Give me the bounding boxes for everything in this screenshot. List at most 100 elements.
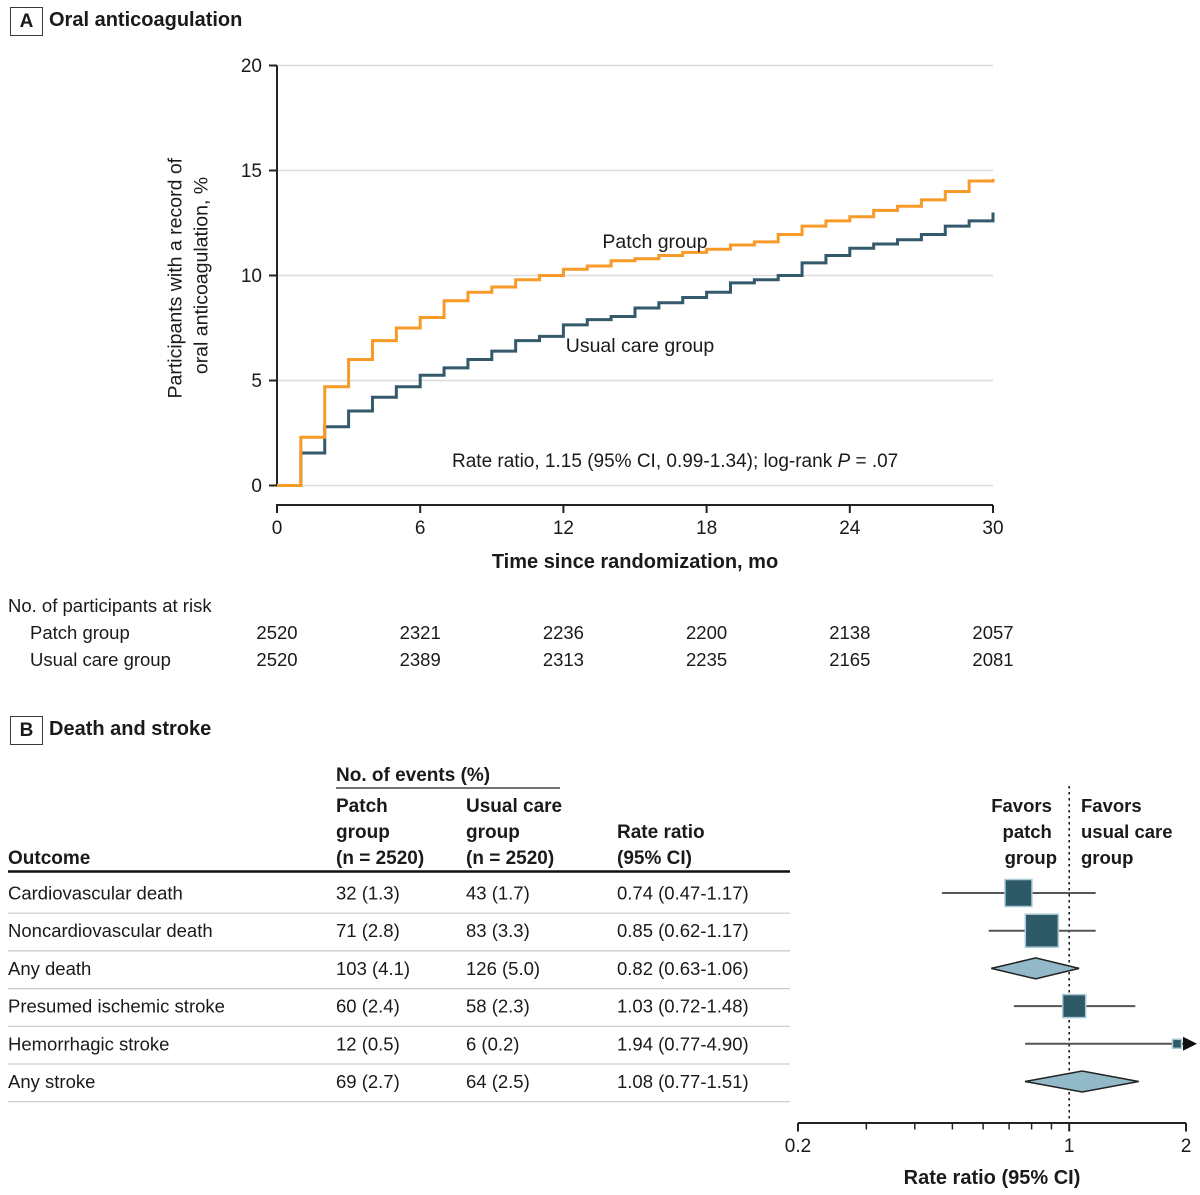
- risk-row-label-usual: Usual care group: [30, 649, 171, 670]
- risk-value: 2165: [829, 649, 870, 670]
- curve-label-usual: Usual care group: [566, 335, 715, 357]
- tableb-cell-ratio: 0.74 (0.47-1.17): [617, 883, 749, 904]
- y-tick-label: 10: [241, 266, 262, 287]
- tableb-cell-patch: 60 (2.4): [336, 996, 400, 1017]
- forest-point-square: [1024, 913, 1060, 948]
- panel-b-label-box: B: [10, 716, 43, 745]
- risk-value: 2321: [400, 622, 441, 643]
- risk-row-label-patch: Patch group: [30, 622, 130, 643]
- risk-value: 2520: [256, 649, 297, 670]
- tableb-cell-usual: 64 (2.5): [466, 1071, 530, 1092]
- tableb-cell-ratio: 0.82 (0.63-1.06): [617, 958, 749, 979]
- tableb-cell-outcome: Noncardiovascular death: [8, 920, 213, 941]
- x-tick-label: 0: [272, 518, 283, 539]
- risk-value: 2520: [256, 622, 297, 643]
- usual-col-line3: (n = 2520): [466, 848, 554, 869]
- forest-plot: 0.2 1 2: [785, 786, 1197, 1157]
- patch-col-line2: group: [336, 822, 390, 843]
- risk-value: 2138: [829, 622, 870, 643]
- favors-usual-line2: usual care: [1081, 821, 1173, 842]
- forest-axis-title: Rate ratio (95% CI): [904, 1167, 1081, 1189]
- forest-tick-label: 0.2: [785, 1136, 811, 1157]
- km-plot: 0 5 10 15 20 0 6 12 18 24 30 2520 2321 2236 2200 2138 20…: [241, 56, 1014, 670]
- tableb-cell-patch: 32 (1.3): [336, 883, 400, 904]
- risk-value: 2236: [543, 622, 584, 643]
- km-curve-usual: [277, 212, 995, 487]
- x-tick-label: 12: [553, 518, 574, 539]
- tableb-cell-ratio: 0.85 (0.62-1.17): [617, 920, 749, 941]
- tableb-cell-outcome: Hemorrhagic stroke: [8, 1033, 169, 1054]
- ratio-col-line2: (95% CI): [617, 848, 692, 869]
- tableb-cell-outcome: Presumed ischemic stroke: [8, 996, 225, 1017]
- forest-summary-diamond: [1025, 1070, 1139, 1093]
- km-annotation: Rate ratio, 1.15 (95% CI, 0.99-1.34); lo…: [452, 451, 898, 472]
- panel-a-title: Oral anticoagulation: [49, 9, 243, 31]
- forest-summary-diamond: [991, 957, 1080, 980]
- tableb-cell-usual: 83 (3.3): [466, 920, 530, 941]
- usual-col-line1: Usual care: [466, 796, 562, 817]
- tableb-cell-outcome: Any stroke: [8, 1071, 95, 1092]
- panel-b-title: Death and stroke: [49, 718, 212, 740]
- favors-patch-line3: group: [1005, 847, 1057, 868]
- usual-col-header: Usual care group (n = 2520): [466, 796, 567, 869]
- risk-value: 2389: [400, 649, 441, 670]
- risk-value: 2200: [686, 622, 727, 643]
- y-axis-title-line2: oral anticoagulation, %: [191, 177, 213, 374]
- patch-col-header: Patch group (n = 2520): [336, 796, 424, 869]
- y-axis-title: Participants with a record of oral antic…: [165, 152, 213, 398]
- tableb-cell-ratio: 1.94 (0.77-4.90): [617, 1033, 749, 1054]
- curve-label-patch: Patch group: [602, 231, 707, 253]
- x-tick-label: 18: [696, 518, 717, 539]
- tableb-cell-patch: 12 (0.5): [336, 1033, 400, 1054]
- tableb-cell-ratio: 1.03 (0.72-1.48): [617, 996, 749, 1017]
- risk-value: 2313: [543, 649, 584, 670]
- patch-col-line1: Patch: [336, 796, 388, 817]
- patch-col-line3: (n = 2520): [336, 848, 424, 869]
- y-tick-label: 5: [251, 371, 262, 392]
- km-annotation-post: = .07: [850, 451, 898, 472]
- x-tick-label: 6: [415, 518, 426, 539]
- favors-patch-label: Favors patch group: [991, 795, 1057, 868]
- favors-patch-line2: patch: [1003, 821, 1052, 842]
- ratio-col-header: Rate ratio (95% CI): [617, 822, 710, 869]
- outcome-header: Outcome: [8, 848, 90, 869]
- tableb-cell-ratio: 1.08 (0.77-1.51): [617, 1071, 749, 1092]
- tableb-cell-outcome: Any death: [8, 958, 91, 979]
- panel-a-label-box: A: [10, 7, 43, 36]
- outcomes-table-body: Cardiovascular death 32 (1.3) 43 (1.7) 0.74…: [8, 883, 790, 1103]
- risk-table-title: No. of participants at risk: [8, 595, 212, 616]
- forest-tick-label: 1: [1064, 1136, 1075, 1157]
- risk-value: 2235: [686, 649, 727, 670]
- favors-patch-line1: Favors: [991, 795, 1052, 816]
- forest-point-square: [1004, 878, 1033, 908]
- y-tick-label: 15: [241, 161, 262, 182]
- km-annotation-p: P: [837, 451, 850, 472]
- panel-b-label: B: [19, 719, 34, 741]
- tableb-cell-outcome: Cardiovascular death: [8, 883, 183, 904]
- tableb-cell-patch: 103 (4.1): [336, 958, 410, 979]
- forest-tick-label: 2: [1181, 1136, 1192, 1157]
- risk-value: 2081: [972, 649, 1013, 670]
- x-axis-title: Time since randomization, mo: [492, 551, 778, 573]
- favors-usual-label: Favors usual care group: [1081, 795, 1178, 868]
- y-tick-label: 0: [251, 476, 262, 497]
- risk-value: 2057: [972, 622, 1013, 643]
- tableb-cell-patch: 71 (2.8): [336, 920, 400, 941]
- events-header: No. of events (%): [336, 765, 490, 786]
- y-tick-label: 20: [241, 56, 262, 77]
- forest-arrow-right: [1183, 1036, 1197, 1051]
- ratio-col-line1: Rate ratio: [617, 822, 705, 843]
- x-tick-label: 24: [839, 518, 861, 539]
- forest-point-square: [1061, 993, 1087, 1019]
- y-axis-title-line1: Participants with a record of: [165, 157, 187, 398]
- favors-usual-line3: group: [1081, 847, 1133, 868]
- tableb-cell-patch: 69 (2.7): [336, 1071, 400, 1092]
- x-tick-label: 30: [982, 518, 1003, 539]
- tableb-cell-usual: 43 (1.7): [466, 883, 530, 904]
- tableb-cell-usual: 126 (5.0): [466, 958, 540, 979]
- panel-a-label: A: [19, 10, 34, 32]
- tableb-cell-usual: 6 (0.2): [466, 1033, 519, 1054]
- tableb-cell-usual: 58 (2.3): [466, 996, 530, 1017]
- favors-usual-line1: Favors: [1081, 795, 1142, 816]
